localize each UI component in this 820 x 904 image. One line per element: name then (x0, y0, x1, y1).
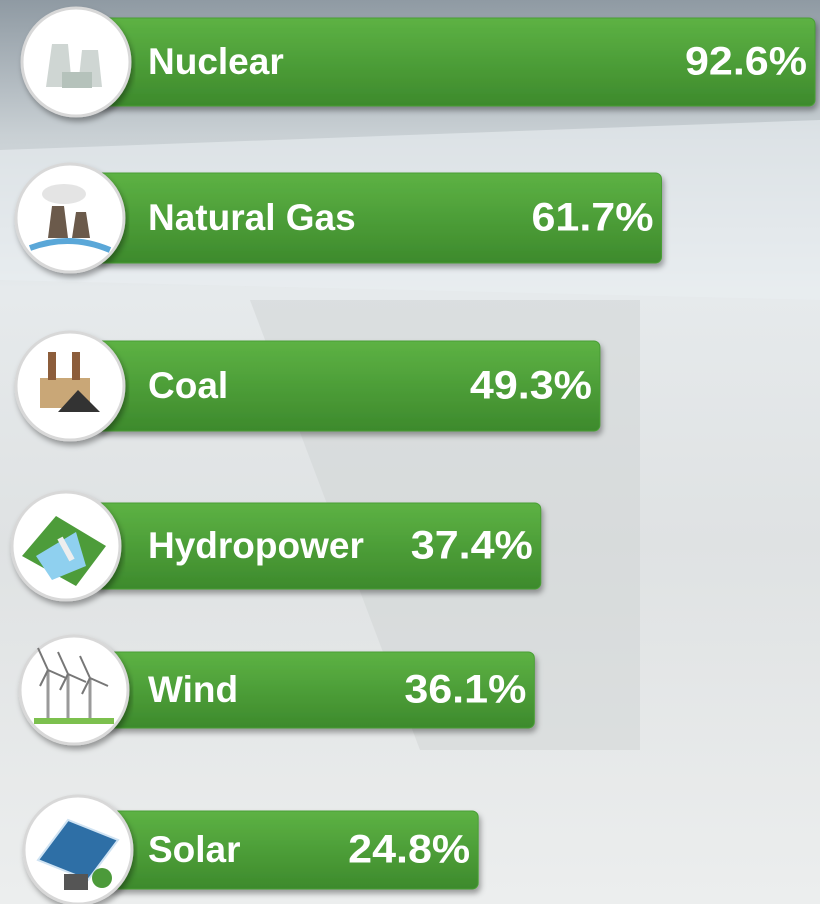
icon-shape (42, 184, 86, 204)
icon-circle (20, 636, 128, 744)
icon-shape (34, 718, 114, 724)
value-label: 36.1% (404, 668, 526, 712)
category-label: Hydropower (148, 525, 364, 566)
value-label: 61.7% (532, 196, 654, 240)
icon-circle (16, 164, 124, 272)
value-label: 24.8% (348, 828, 470, 872)
category-label: Coal (148, 365, 228, 406)
icon-shape (48, 352, 56, 380)
value-label: 49.3% (470, 364, 592, 408)
icon-circle (22, 8, 130, 116)
category-label: Natural Gas (148, 197, 356, 238)
category-label: Solar (148, 829, 241, 870)
icon-shape (72, 352, 80, 380)
chart: Nuclear 92.6% Natural Gas 61.7% Coal 49.3% Hyd… (0, 0, 820, 904)
icon-shape (92, 868, 112, 888)
category-label: Wind (148, 669, 238, 710)
category-label: Nuclear (148, 41, 284, 82)
value-label: 37.4% (411, 524, 533, 568)
icon-shape (62, 72, 92, 88)
value-label: 92.6% (685, 40, 807, 84)
page: Nuclear 92.6% Natural Gas 61.7% Coal 49.3% Hyd… (0, 0, 820, 904)
icon-shape (64, 874, 88, 890)
